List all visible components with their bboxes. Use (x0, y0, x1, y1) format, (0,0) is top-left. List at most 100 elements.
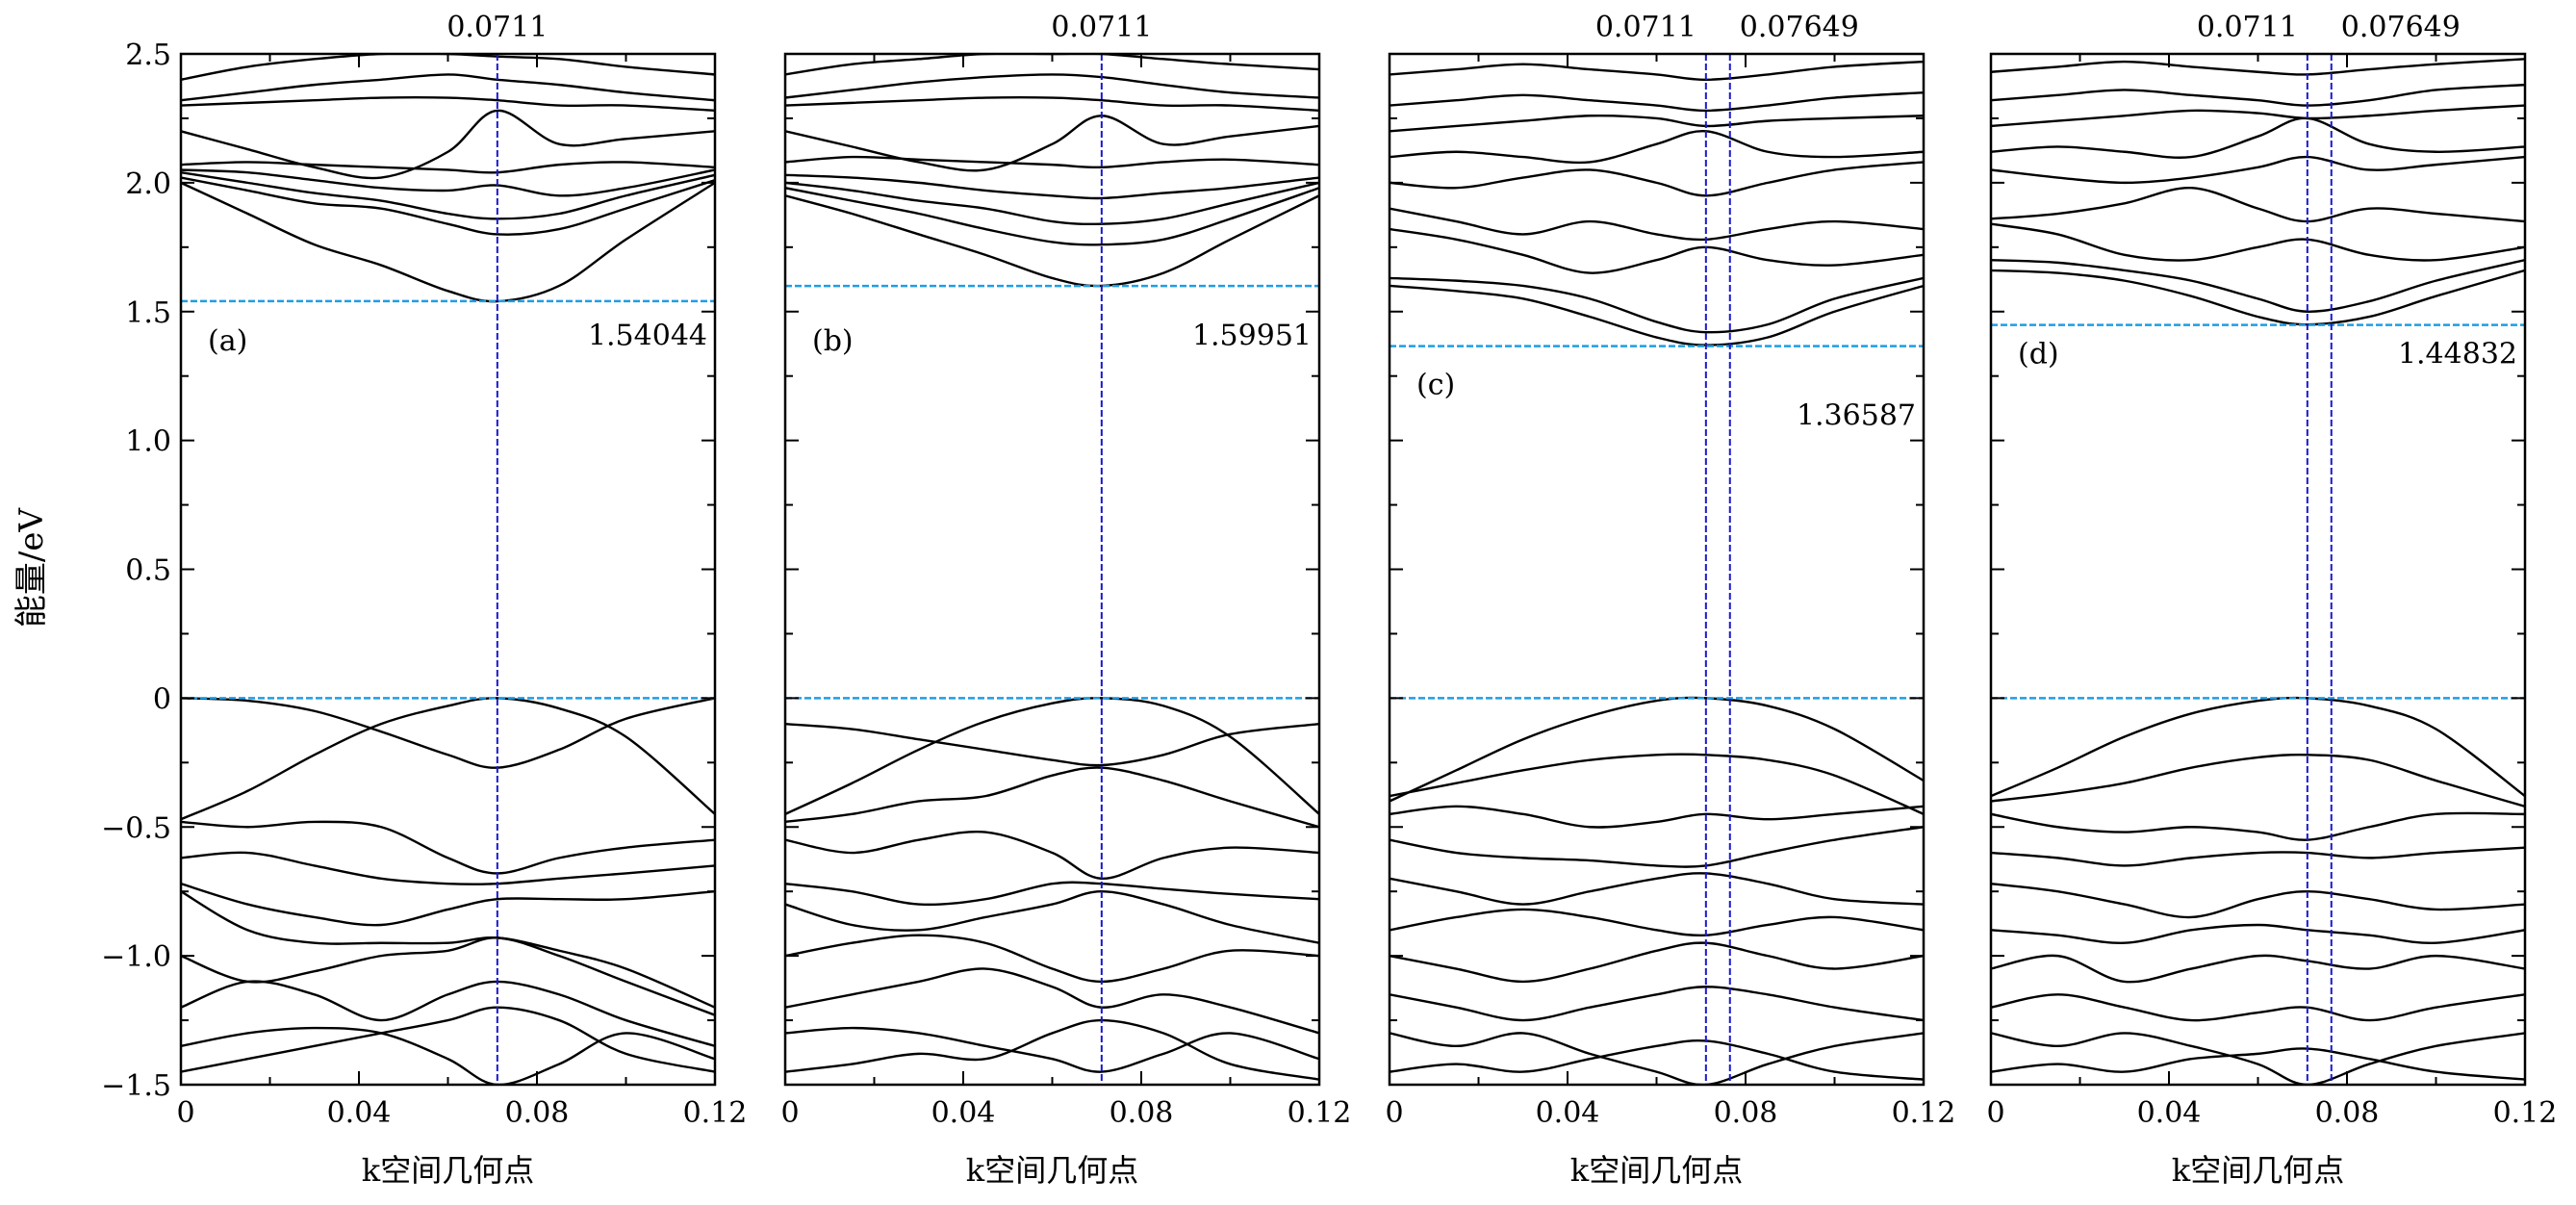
band-line-15 (1390, 941, 1924, 984)
band-line-1 (181, 176, 715, 236)
band-line-11 (785, 766, 1319, 829)
band-line-2 (785, 181, 1319, 226)
x-tick-label: 0 (1385, 1096, 1403, 1130)
band-line-14 (1991, 923, 2525, 944)
band-line-3 (785, 173, 1319, 200)
k-marker-label: 0.0711 (1051, 11, 1152, 44)
y-tick-label: 0.5 (125, 554, 171, 588)
y-tick-label: −0.5 (101, 811, 171, 845)
band-line-5 (1390, 130, 1924, 165)
band-line-11 (181, 820, 715, 875)
x-tick-label: 0.04 (2137, 1096, 2202, 1130)
band-line-3 (1390, 207, 1924, 242)
panel-label: (c) (1416, 368, 1455, 401)
panel-d: 0.0711 0.07649 0 0.04 0.08 0.12 k空间几何点 (d) 1.448… (1986, 11, 2557, 1189)
band-gap-label: 1.59951 (1192, 320, 1312, 353)
band-line-11 (1991, 811, 2525, 841)
x-tick-label: 0.08 (1714, 1096, 1778, 1130)
band-line-12 (1390, 826, 1924, 868)
panel-label: (a) (208, 324, 247, 358)
band-line-10 (181, 697, 715, 821)
panel-a: 0.0711 0 0.04 0.08 0.12 −1.5 −1.0 −0.5 0 0.5 1.0 1.… (101, 11, 747, 1189)
y-tick-label: 0 (153, 682, 171, 716)
x-tick-label: 0.12 (683, 1096, 748, 1130)
band-line-10 (785, 722, 1319, 767)
band-line-16 (1390, 986, 1924, 1022)
band-gap-label: 1.36587 (1797, 399, 1916, 433)
band-line-2 (1991, 222, 2525, 262)
band-line-15 (181, 936, 715, 1016)
band-line-13 (1991, 882, 2525, 919)
panel-b: 0.0711 0 0.04 0.08 0.12 k空间几何点 (b) 1.59951 (780, 11, 1351, 1189)
band-line-4 (181, 161, 715, 174)
band-line-2 (181, 170, 715, 220)
x-tick-label: 0 (1986, 1096, 2004, 1130)
band-line-1 (785, 187, 1319, 246)
band-line-8 (1991, 58, 2525, 76)
band-line-15 (1991, 954, 2525, 984)
band-line-1 (1390, 276, 1924, 334)
band-line-0 (785, 194, 1319, 288)
band-line-1 (1991, 259, 2525, 313)
bands (1390, 60, 1924, 1085)
band-line-18 (1390, 1038, 1924, 1081)
y-tick-label: −1.0 (101, 940, 171, 974)
band-line-8 (181, 54, 715, 81)
band-line-6 (785, 95, 1319, 113)
band-line-10 (1991, 753, 2525, 808)
band-line-17 (785, 1026, 1319, 1073)
y-tick-label: 2.5 (125, 38, 171, 72)
x-tick-label: 0.08 (2315, 1096, 2380, 1130)
band-line-14 (1390, 908, 1924, 937)
x-tick-label: 0.12 (1892, 1096, 1956, 1130)
y-tick-label: 1.0 (125, 425, 171, 459)
band-gap-label: 1.54044 (588, 320, 707, 353)
x-tick-label: 0.04 (931, 1096, 996, 1130)
band-line-0 (1991, 269, 2525, 326)
x-tick-label: 0.04 (327, 1096, 392, 1130)
band-line-16 (785, 967, 1319, 1035)
band-line-14 (785, 889, 1319, 944)
band-line-18 (785, 1018, 1319, 1081)
x-tick-label: 0 (780, 1096, 799, 1130)
band-line-3 (181, 168, 715, 197)
band-line-12 (181, 851, 715, 886)
band-line-9 (181, 697, 715, 769)
band-line-17 (181, 1026, 715, 1085)
k-marker-label: 0.07649 (2341, 11, 2461, 44)
band-line-3 (1991, 187, 2525, 223)
band-line-9 (785, 697, 1319, 815)
band-line-11 (1390, 805, 1924, 829)
band-line-9 (1390, 696, 1924, 803)
panel-label: (b) (812, 324, 854, 358)
band-line-5 (1991, 116, 2525, 159)
y-tick-label: −1.5 (101, 1069, 171, 1103)
k-marker-label: 0.07649 (1740, 11, 1859, 44)
band-line-18 (181, 1006, 715, 1073)
band-line-7 (1991, 83, 2525, 107)
band-line-14 (181, 890, 715, 1009)
x-axis-label: k空间几何点 (1570, 1152, 1743, 1189)
x-tick-label: 0 (176, 1096, 194, 1130)
band-line-7 (785, 73, 1319, 99)
bands (785, 54, 1319, 1081)
band-line-6 (181, 95, 715, 113)
band-line-4 (785, 155, 1319, 169)
band-line-17 (1991, 1032, 2525, 1085)
x-tick-label: 0.12 (2493, 1096, 2558, 1130)
band-line-4 (1991, 155, 2525, 185)
axes-frame (179, 52, 717, 1087)
band-line-16 (181, 980, 715, 1047)
panel-c: 0.0711 0.07649 0 0.04 0.08 0.12 k空间几何点 (c) 1.365… (1385, 11, 1955, 1189)
band-gap-label: 1.44832 (2398, 337, 2517, 371)
band-line-9 (1991, 696, 2525, 798)
x-tick-label: 0.12 (1288, 1096, 1352, 1130)
band-line-12 (785, 830, 1319, 881)
band-line-18 (1991, 1047, 2525, 1081)
y-tick-label: 1.5 (125, 296, 171, 330)
axes-frame (783, 52, 1321, 1087)
k-marker-label: 0.0711 (446, 11, 548, 44)
band-line-13 (785, 881, 1319, 907)
x-axis-label: k空间几何点 (2172, 1152, 2344, 1189)
band-line-6 (1390, 114, 1924, 133)
